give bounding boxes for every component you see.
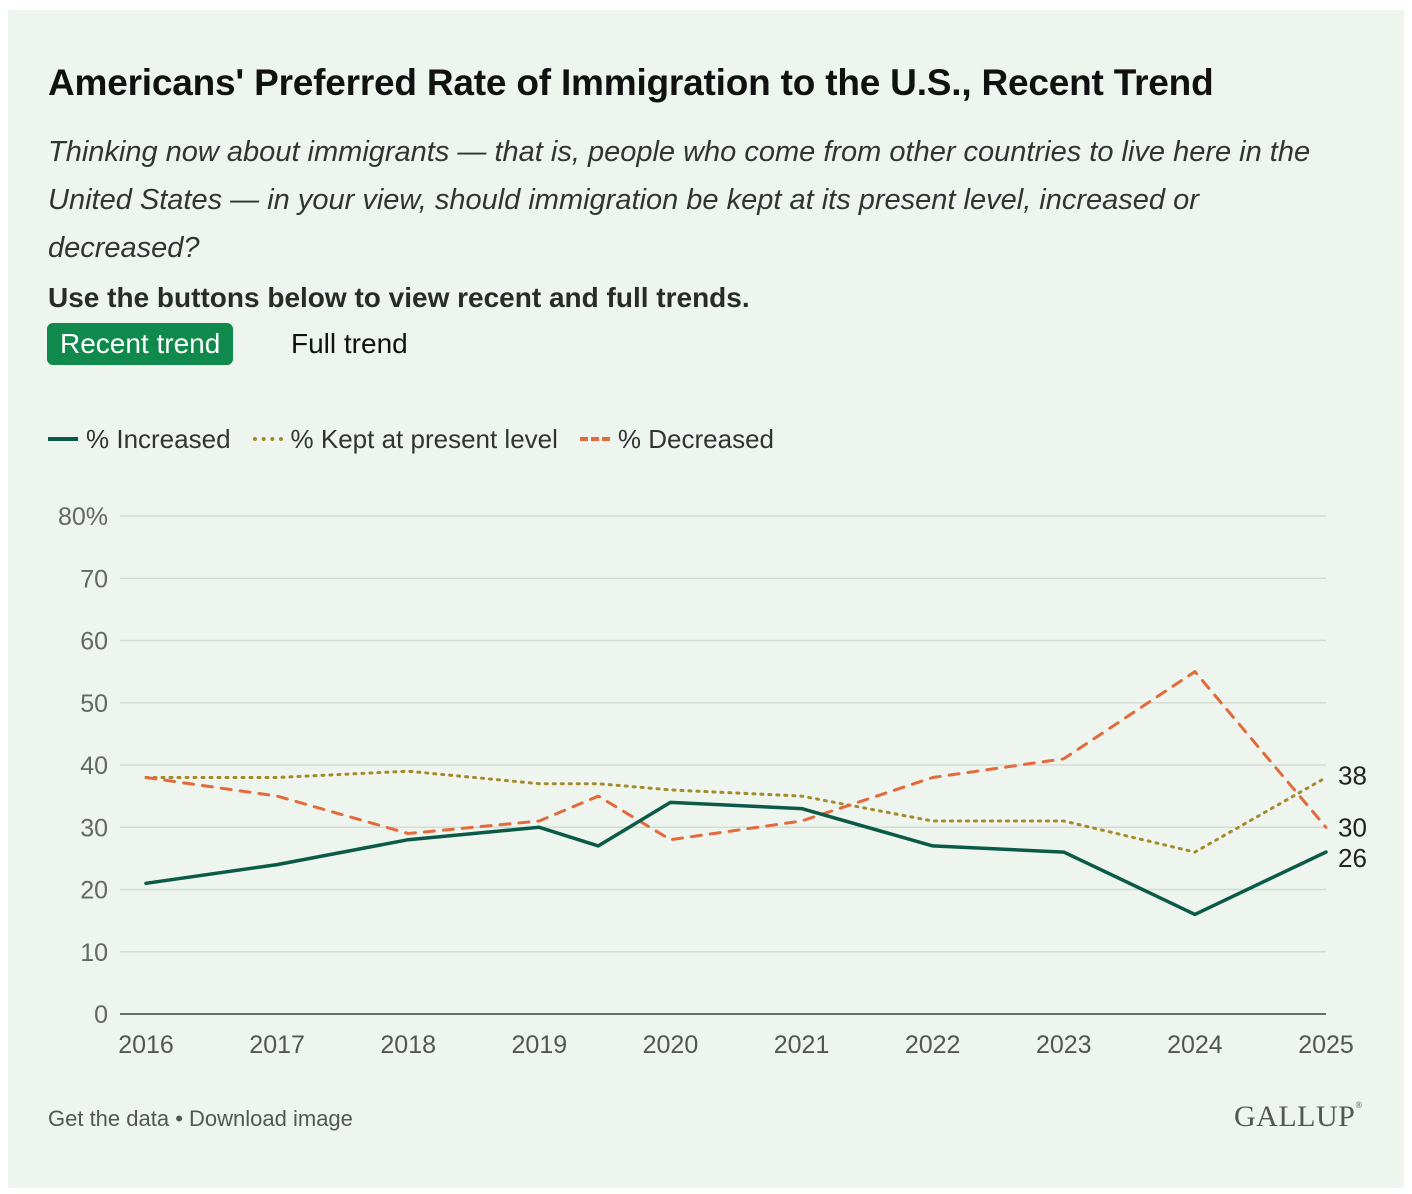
line-chart: 0 10 20 30 40 50 60 70 80% 2016 2017 2018 2019 2020 20… [58, 503, 1367, 1059]
chart-legend: % Increased % Kept at present level % De… [48, 422, 796, 456]
download-image-link[interactable]: Download image [189, 1106, 353, 1131]
y-tick-label: 40 [80, 752, 108, 780]
y-tick-label: 50 [80, 690, 108, 718]
y-tick-label: 80% [58, 503, 108, 531]
x-tick-label: 2022 [905, 1031, 961, 1059]
y-tick-label: 20 [80, 877, 108, 905]
x-tick-label: 2021 [774, 1031, 830, 1059]
x-tick-label: 2020 [643, 1031, 699, 1059]
end-data-label: 30 [1338, 812, 1367, 842]
legend-item-decreased[interactable]: % Decreased [579, 423, 774, 455]
instruction-text: Use the buttons below to view recent and… [48, 282, 750, 313]
legend-swatch-decreased [579, 437, 610, 441]
gallup-logo: GALLUP® [1234, 1100, 1363, 1133]
x-tick-label: 2017 [249, 1031, 305, 1059]
y-tick-label: 0 [94, 1001, 108, 1029]
x-tick-label: 2016 [118, 1031, 174, 1059]
end-data-label: 38 [1338, 760, 1367, 790]
gallup-logo-text: GALLUP [1234, 1100, 1356, 1133]
survey-question: Thinking now about immigrants — that is,… [48, 136, 1311, 264]
x-tick-label: 2018 [380, 1031, 436, 1059]
legend-label-decreased: % Decreased [617, 423, 774, 454]
full-trend-button[interactable]: Full trend [278, 323, 421, 365]
y-tick-label: 60 [80, 628, 108, 656]
y-tick-label: 30 [80, 814, 108, 842]
legend-swatch-increased [48, 437, 78, 441]
chart-title: Americans' Preferred Rate of Immigration… [48, 62, 1214, 103]
x-tick-label: 2023 [1036, 1031, 1092, 1059]
recent-trend-button[interactable]: Recent trend [47, 323, 234, 365]
x-tick-label: 2025 [1298, 1031, 1354, 1059]
chart-card: Americans' Preferred Rate of Immigration… [8, 10, 1404, 1188]
legend-label-kept: % Kept at present level [290, 423, 558, 454]
legend-item-kept[interactable]: % Kept at present level [252, 423, 558, 455]
x-tick-label: 2019 [512, 1031, 568, 1059]
y-tick-label: 10 [80, 939, 108, 967]
legend-label-increased: % Increased [86, 423, 231, 454]
footer-separator: • [169, 1106, 190, 1131]
series-line-increased [144, 800, 1328, 917]
get-data-link[interactable]: Get the data [48, 1106, 170, 1131]
chart-footer: Get the data • Download image [48, 1106, 353, 1132]
series-line-kept-at-present-level [144, 769, 1328, 854]
legend-item-increased[interactable]: % Increased [48, 424, 231, 455]
y-tick-label: 70 [80, 565, 108, 593]
end-data-label: 26 [1338, 843, 1367, 873]
legend-swatch-kept [252, 437, 283, 441]
series-line-decreased [144, 670, 1328, 842]
x-tick-label: 2024 [1167, 1031, 1223, 1059]
